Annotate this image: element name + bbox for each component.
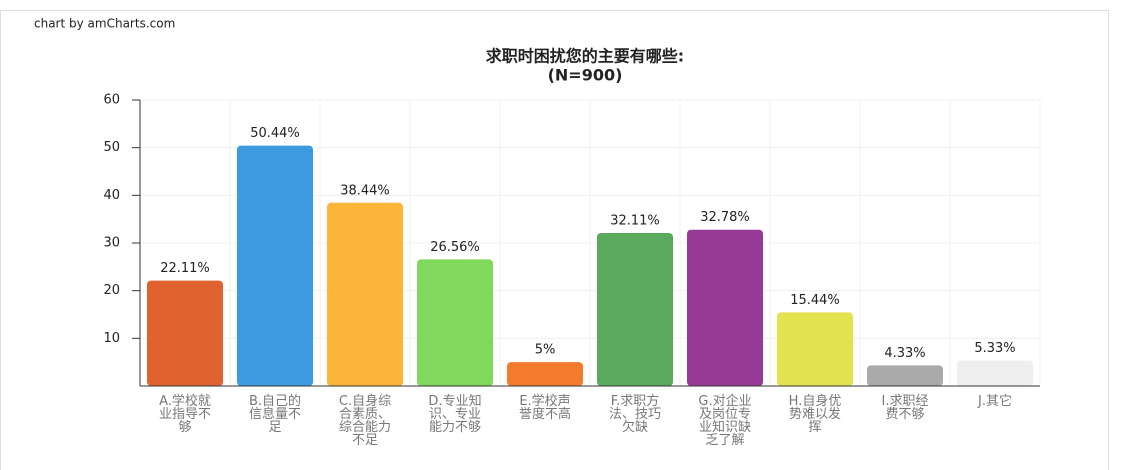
x-tick-label: C.自身综合素质、综合能力不足 <box>338 394 392 448</box>
x-tick-label: A.学校就业指导不够 <box>158 394 211 435</box>
chart-title: 求职时困扰您的主要有哪些: <box>486 47 684 66</box>
x-tick-label: F.求职方法、技巧欠缺 <box>608 394 661 435</box>
value-label: 5% <box>535 343 556 358</box>
y-tick-label: 30 <box>103 236 120 251</box>
y-tick-label: 60 <box>103 93 120 108</box>
bar <box>957 360 1033 386</box>
value-label: 38.44% <box>340 183 390 198</box>
value-label: 15.44% <box>790 293 840 308</box>
bar <box>687 229 763 386</box>
value-label: 26.56% <box>430 240 480 255</box>
x-tick-label: E.学校声誉度不高 <box>518 394 571 422</box>
value-label: 4.33% <box>884 346 925 361</box>
x-tick-label: I.求职经费不够 <box>881 394 929 422</box>
bar <box>867 365 943 386</box>
y-tick-label: 50 <box>103 140 120 155</box>
value-label: 5.33% <box>974 341 1015 356</box>
frame <box>0 10 1109 470</box>
credit: chart by amCharts.com <box>34 17 175 31</box>
value-label: 22.11% <box>160 261 210 276</box>
bar <box>507 362 583 386</box>
bar <box>327 202 403 386</box>
bar <box>147 280 223 386</box>
x-tick-label: G.对企业及岗位专业知识缺乏了解 <box>698 394 752 448</box>
value-label: 32.11% <box>610 213 660 228</box>
bar <box>237 145 313 386</box>
bar <box>597 232 673 386</box>
y-tick-label: 10 <box>103 331 120 346</box>
bar <box>777 312 853 386</box>
x-tick-label: D.专业知识、专业能力不够 <box>428 394 482 435</box>
x-tick-label: H.自身优势难以发挥 <box>788 394 842 435</box>
y-tick-label: 40 <box>103 188 120 203</box>
value-label: 32.78% <box>700 210 750 225</box>
y-tick-label: 20 <box>103 283 120 298</box>
x-tick-label: J.其它 <box>978 394 1012 409</box>
bar <box>417 259 493 386</box>
x-tick-label: B.自己的信息量不足 <box>248 394 302 435</box>
value-label: 50.44% <box>250 126 300 141</box>
chart-subtitle: (N=900) <box>548 66 623 85</box>
